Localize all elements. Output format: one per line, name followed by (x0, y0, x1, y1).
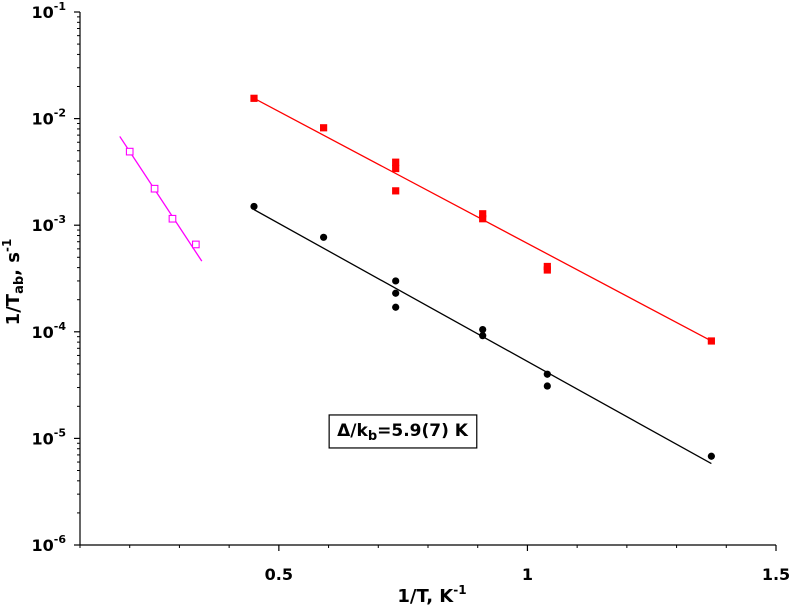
annotation-box: Δ/kb=5.9(7) K (328, 414, 478, 449)
data-point (543, 266, 551, 274)
y-tick-base: 10 (32, 110, 54, 129)
data-point (707, 452, 715, 460)
data-point (479, 332, 487, 340)
data-points (125, 94, 715, 460)
y-tick-base: 10 (32, 3, 54, 22)
y-tick-exp: -2 (54, 107, 66, 120)
x-tick-label: 1.5 (762, 565, 789, 584)
x-tick-label: 0.5 (265, 565, 293, 584)
y-tick-base: 10 (32, 216, 54, 235)
y-axis-title-mid: , s (3, 252, 24, 276)
data-point (543, 382, 551, 390)
annotation-main: Δ/k (337, 421, 368, 441)
y-tick-exp: -3 (54, 213, 66, 226)
y-tick-label: 10-1 (32, 0, 67, 22)
data-point (250, 94, 258, 102)
data-point (320, 124, 328, 132)
y-tick-base: 10 (32, 323, 54, 342)
y-tick-exp: -1 (54, 0, 66, 13)
data-point (191, 240, 200, 249)
data-point (543, 370, 551, 378)
y-axis-title: 1/Tab, s-1 (0, 239, 27, 326)
data-point (320, 233, 328, 241)
data-point (479, 215, 487, 223)
data-point (707, 337, 715, 345)
annotation-sub: b (368, 429, 377, 444)
data-point (150, 184, 159, 193)
fit-lines (119, 97, 712, 465)
y-tick-base: 10 (32, 536, 54, 555)
x-axis-title-sup: -1 (453, 583, 466, 597)
data-point (168, 214, 177, 223)
annotation-text: Δ/kb=5.9(7) K (337, 421, 469, 444)
fit-line-1 (119, 136, 203, 262)
chart-ticks: 0.5 1 1.510-610-510-410-310-210-1 (32, 0, 789, 584)
data-point (392, 164, 400, 173)
y-tick-label: 10-6 (32, 533, 67, 555)
data-point (250, 202, 258, 211)
y-axis-title-sup: -1 (0, 239, 14, 252)
data-point (392, 187, 400, 195)
annotation-frame (328, 414, 478, 449)
data-point (392, 277, 400, 285)
y-tick-base: 10 (32, 429, 54, 448)
y-tick-exp: -6 (54, 533, 67, 546)
x-axis-title-main: 1/T, K (397, 586, 454, 607)
data-point (392, 289, 400, 297)
y-tick-label: 10-3 (32, 213, 67, 235)
y-tick-label: 10-4 (32, 320, 67, 342)
y-axis-title-sub: ab (12, 276, 27, 294)
y-tick-label: 10-5 (32, 426, 67, 448)
y-tick-exp: -4 (54, 320, 67, 333)
data-point (479, 325, 487, 334)
data-point (392, 303, 400, 311)
x-axis-title: 1/T, K-1 (397, 583, 466, 607)
data-point (479, 210, 487, 218)
y-axis-title-pre: 1/T (3, 293, 24, 325)
annotation-rest: =5.9(7) K (377, 421, 469, 441)
chart-axes (79, 12, 776, 546)
x-tick-label: 1 (522, 565, 533, 584)
data-point (392, 158, 400, 166)
y-tick-exp: -5 (54, 426, 66, 439)
y-tick-label: 10-2 (32, 107, 67, 129)
data-point (125, 147, 134, 156)
